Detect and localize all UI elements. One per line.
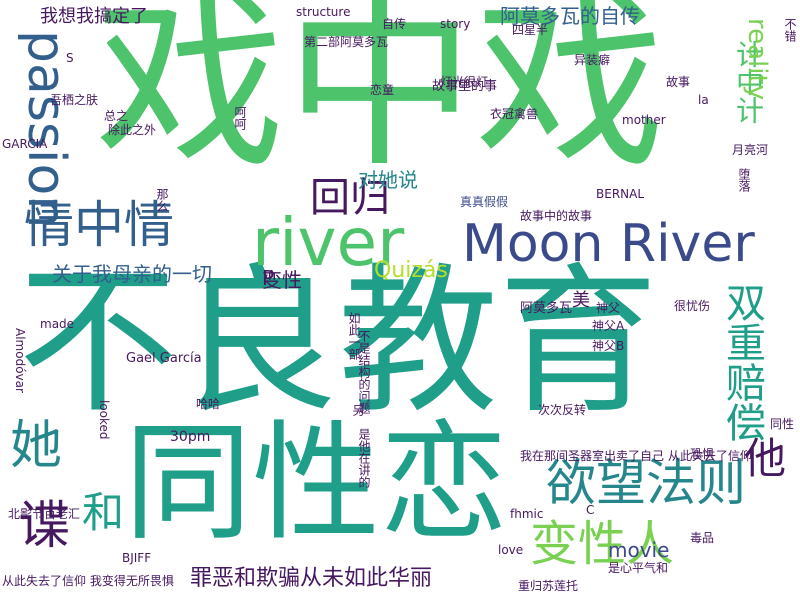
cloud-word: Moon River	[462, 214, 755, 274]
cloud-word: 欲望法则	[546, 454, 746, 512]
cloud-word: Almodóvar	[13, 328, 27, 393]
cloud-word: 四星半	[512, 23, 549, 37]
cloud-word: 呵呵	[233, 106, 247, 130]
cloud-word: 我在那间圣器室出卖了自己 从此失去了信仰	[520, 449, 752, 463]
cloud-word: 异装癖	[574, 53, 611, 67]
cloud-word: structure	[296, 5, 351, 19]
cloud-word: 次次反转	[538, 403, 587, 417]
cloud-word: GARCIA	[2, 137, 48, 151]
cloud-word: Gael García	[126, 351, 202, 366]
cloud-word: movie	[608, 538, 670, 562]
cloud-word: 恐惧	[690, 447, 715, 461]
cloud-word: 同性恋	[124, 409, 509, 558]
cloud-word: 神父A	[592, 319, 625, 333]
cloud-word: Quizás	[374, 258, 448, 283]
cloud-word: 从此失去了信仰 我变得无所畏惧	[2, 574, 174, 588]
cloud-word: 不是结构的问题 是他在讲的	[357, 330, 371, 488]
cloud-word: 堕落	[737, 168, 751, 192]
cloud-word: 同性	[770, 417, 795, 431]
cloud-word: 美	[572, 290, 590, 311]
cloud-word: 是心平气和	[608, 561, 669, 575]
cloud-word: 神父	[596, 301, 621, 315]
cloud-word: 计中计	[732, 40, 765, 124]
cloud-word: 罪恶和欺骗从未如此华丽	[190, 566, 433, 591]
cloud-word: looked	[97, 400, 111, 440]
cloud-word: P	[262, 266, 275, 290]
cloud-word: 对她说	[358, 168, 418, 192]
cloud-word: BERNAL	[596, 187, 645, 201]
cloud-word: 30pm	[170, 429, 211, 445]
cloud-word: 不良教育	[18, 248, 659, 435]
cloud-word: 阿莫多瓦	[520, 301, 573, 316]
cloud-word: 变性人	[530, 516, 675, 572]
cloud-word: 变性	[262, 268, 302, 292]
cloud-word: 月亮河	[732, 143, 769, 157]
cloud-word: 真真假假	[460, 195, 509, 209]
cloud-word: 那么	[155, 188, 169, 212]
cloud-word: 另	[351, 404, 365, 416]
cloud-word: passion	[16, 30, 76, 229]
cloud-word: 故事	[666, 75, 691, 89]
cloud-word: 北影节百老汇	[8, 507, 81, 521]
cloud-word: 自传	[382, 17, 407, 31]
cloud-word: 衣冠禽兽	[490, 107, 539, 121]
cloud-word: 戏中戏	[95, 0, 666, 193]
cloud-word: 恋童	[370, 83, 395, 97]
cloud-word: 吾栖之肤	[50, 93, 99, 107]
cloud-word: 故事里的事	[432, 79, 498, 94]
cloud-word: 总之	[104, 109, 129, 123]
cloud-word: 毒品	[690, 531, 715, 545]
cloud-word: 神父B	[592, 339, 625, 353]
cloud-word: 情中情	[24, 196, 174, 254]
cloud-word: 和	[82, 488, 125, 537]
cloud-word: 不错	[783, 18, 797, 42]
cloud-word: made	[40, 317, 75, 331]
cloud-word: 如此一部	[347, 312, 361, 360]
cloud-word: S	[66, 51, 74, 65]
cloud-word: 阿莫多瓦的自传	[500, 4, 640, 28]
cloud-word: mother	[622, 113, 666, 127]
cloud-word: 除此之外	[108, 123, 157, 137]
cloud-word: 哈哈	[196, 397, 221, 411]
cloud-word: love	[498, 543, 524, 557]
cloud-word: 他	[744, 434, 787, 483]
cloud-word: 关于我母亲的一切	[52, 262, 212, 286]
cloud-word: C	[586, 503, 595, 517]
cloud-word: river	[252, 204, 405, 281]
cloud-word: 她	[10, 416, 63, 476]
cloud-word: la	[698, 93, 709, 107]
cloud-word: 谍	[18, 496, 71, 556]
cloud-word: story	[440, 17, 471, 31]
cloud-word: 第二部阿莫多瓦	[304, 35, 389, 49]
cloud-word: 灯光很灯	[440, 75, 489, 89]
cloud-word: BJIFF	[122, 551, 152, 565]
cloud-word: 很忧伤	[674, 299, 711, 313]
cloud-word: 我想我搞定了	[40, 6, 148, 27]
cloud-word: 双重赔偿	[719, 282, 765, 442]
cloud-word: 故事中的故事	[520, 209, 593, 223]
cloud-word: 重归苏莲托	[518, 579, 579, 593]
cloud-word: reality	[742, 18, 772, 101]
cloud-word: fhmic	[510, 507, 544, 521]
cloud-word: 回归	[310, 175, 390, 221]
